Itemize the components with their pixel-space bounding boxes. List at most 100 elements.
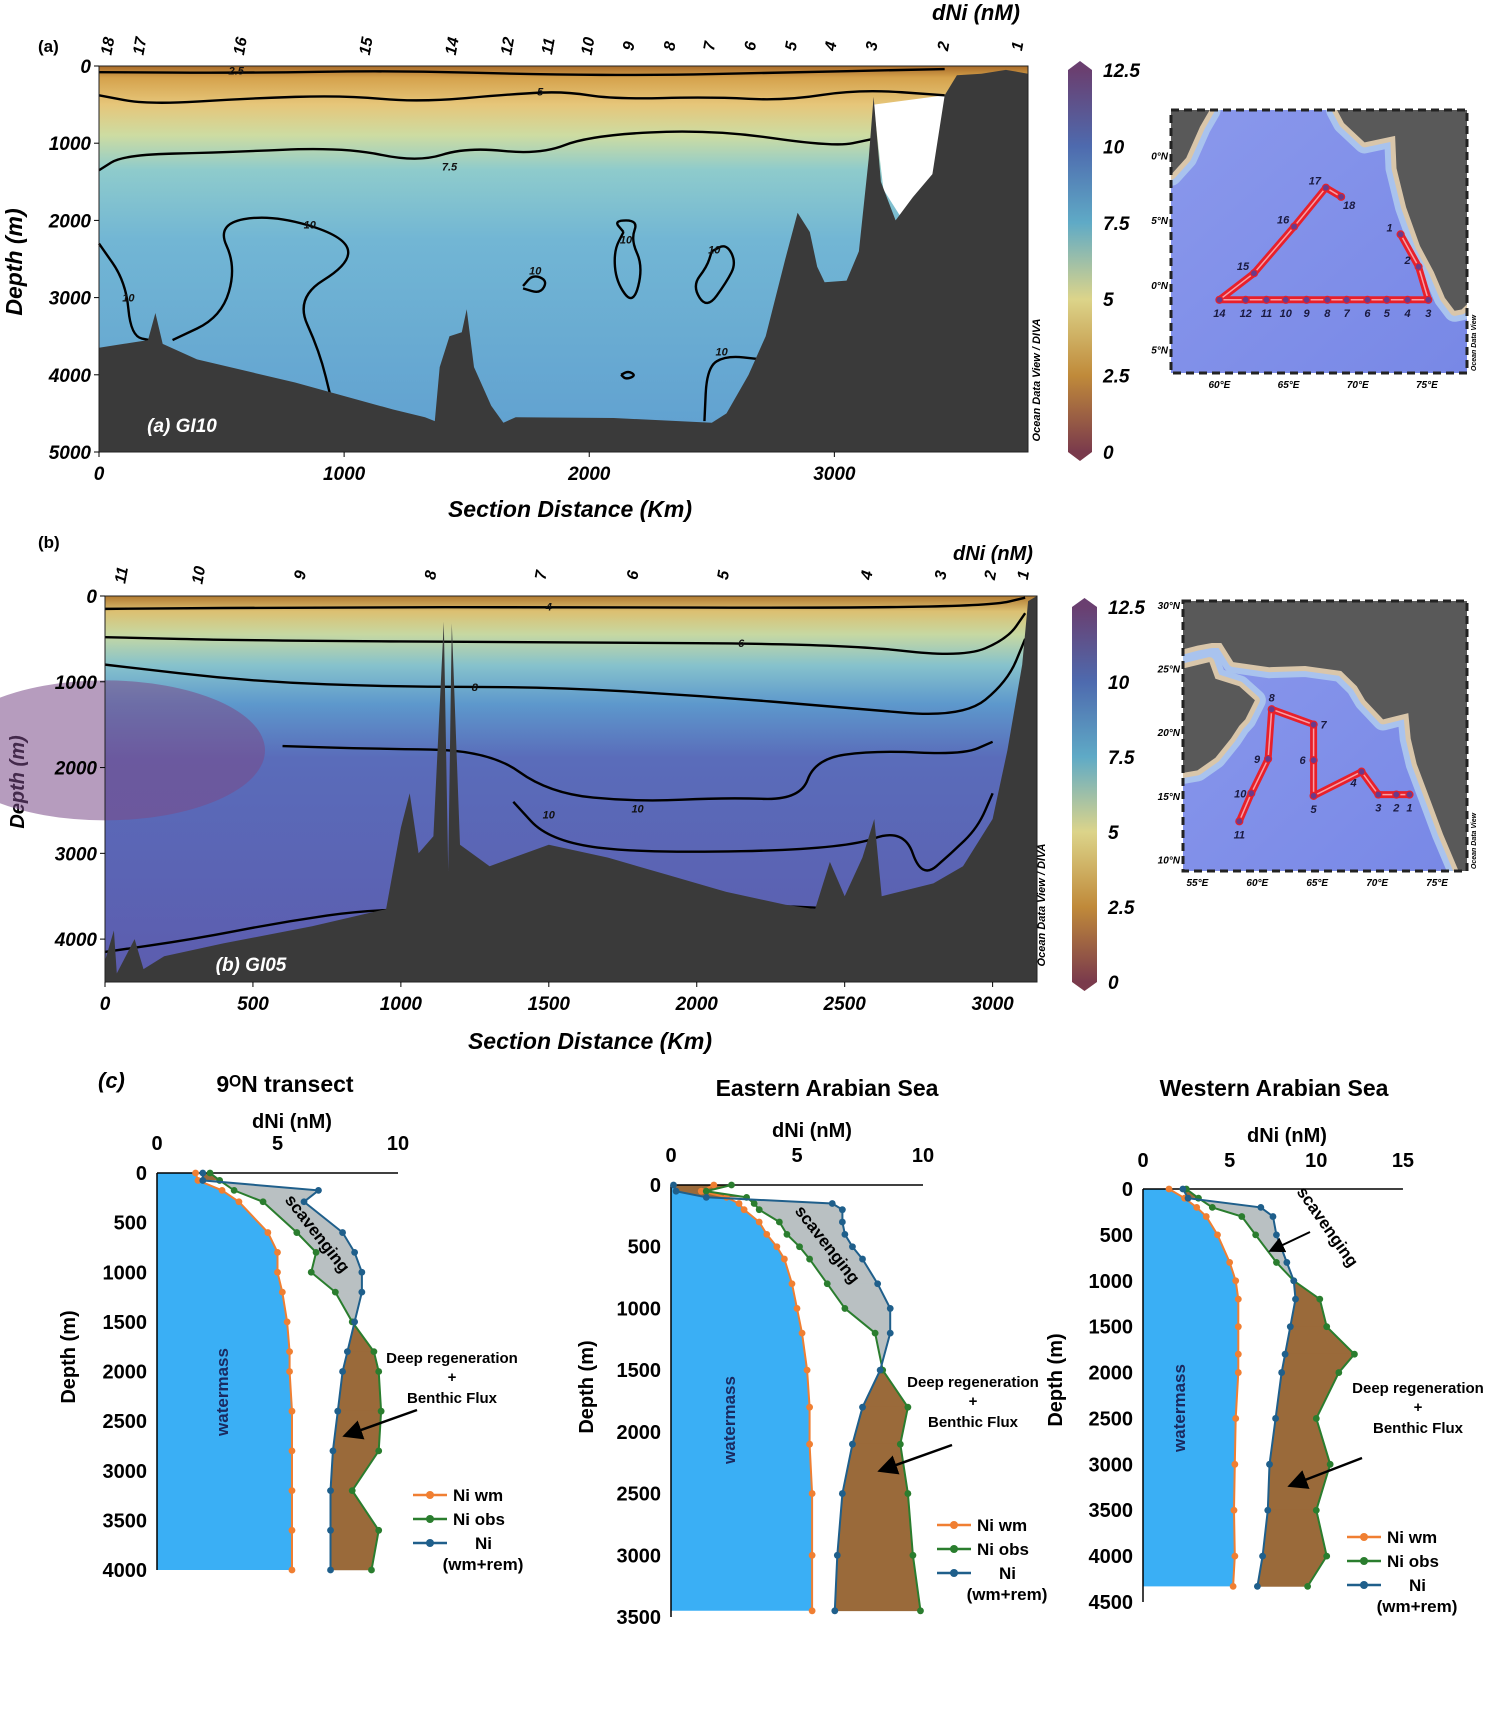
- station-label: 1: [1009, 40, 1027, 52]
- y-tick-label: 1500: [103, 1312, 148, 1334]
- contour-line: [98, 130, 872, 172]
- deep-regeneration-fill: [842, 1443, 909, 1494]
- map-station-label: 4: [1349, 778, 1356, 790]
- map-station-label: 1: [1406, 803, 1412, 815]
- y-tick-label: 3500: [103, 1510, 148, 1532]
- contour-line: [282, 740, 994, 802]
- profile-2-title: Eastern Arabian Sea: [716, 1075, 939, 1101]
- arrow-icon: [1287, 1456, 1363, 1489]
- x-tick-label: 0: [665, 1145, 676, 1167]
- map-lon-label: 60°E: [1209, 380, 1231, 391]
- station-label: 7: [701, 39, 719, 52]
- station-label: 16: [231, 36, 251, 57]
- series-line-ni-wm: [1168, 1188, 1240, 1587]
- map-lon-label: 75°E: [1416, 380, 1438, 391]
- data-point: [274, 1249, 281, 1256]
- contour-line: [104, 612, 1027, 655]
- y-tick-label: 2500: [617, 1484, 662, 1506]
- data-point: [230, 1186, 238, 1194]
- watermass-label: watermass: [720, 1376, 739, 1465]
- station-marker: [1342, 295, 1351, 304]
- map-station-label: 6: [1364, 308, 1371, 320]
- x-tick-label: 5: [1224, 1150, 1235, 1172]
- panel-a-xlabel: Section Distance (Km): [448, 496, 692, 522]
- plus-label: +: [1414, 1399, 1423, 1416]
- map-credit: Ocean Data View: [1471, 812, 1478, 869]
- deep-regeneration-fill: [1275, 1372, 1340, 1419]
- legend-marker: [1360, 1557, 1368, 1565]
- y-tick-label: 4000: [1089, 1546, 1134, 1568]
- data-point: [710, 1181, 718, 1189]
- colorbar-tick-label: 5: [1103, 290, 1114, 311]
- section-name-label: (a) GI10: [147, 416, 217, 437]
- contour-line: [98, 67, 945, 77]
- station-label: 3: [863, 40, 881, 52]
- station-label: 2: [935, 40, 953, 53]
- data-point: [1234, 1323, 1242, 1331]
- data-point: [1230, 1506, 1238, 1514]
- scavenging-label: scavenging: [1293, 1183, 1362, 1271]
- y-tick-label: 1000: [55, 673, 98, 694]
- data-point: [808, 1551, 816, 1559]
- y-tick-label: 2000: [48, 211, 92, 232]
- data-point: [1286, 1323, 1294, 1331]
- data-point: [781, 1255, 788, 1263]
- data-point: [740, 1206, 748, 1214]
- station-label: 15: [357, 35, 377, 57]
- data-point: [755, 1206, 763, 1214]
- profile-panel-3: 0 5 10 15 0 500 1000 1500 2000 2500 3000 3500 4000 45…: [1045, 1125, 1484, 1616]
- data-point: [1232, 1415, 1240, 1422]
- map-station-label: 10: [1280, 308, 1293, 320]
- contour-label: 7.5: [442, 161, 458, 173]
- data-point: [264, 1229, 272, 1236]
- x-tick-label: 10: [1305, 1150, 1327, 1172]
- y-tick-label: 0: [80, 57, 91, 78]
- data-point: [1281, 1350, 1289, 1358]
- data-point: [1323, 1323, 1331, 1331]
- contour-label: 10: [620, 235, 633, 247]
- station-label: 14: [443, 36, 463, 57]
- station-marker: [1424, 295, 1433, 304]
- colorbar-min-arrow: [1072, 982, 1097, 991]
- map-station-label: 4: [1403, 308, 1410, 320]
- legend-label: Ni obs: [1387, 1552, 1439, 1571]
- y-tick-label: 1000: [617, 1298, 662, 1320]
- colorbar: 12.5 10 7.5 5 2.5 0: [1072, 598, 1145, 994]
- map-lon-label: 65°E: [1306, 878, 1328, 889]
- data-point: [828, 1200, 836, 1207]
- y-tick-label: 2500: [103, 1411, 148, 1433]
- station-marker: [1403, 295, 1412, 304]
- map-lat-label: 10°N: [1158, 856, 1181, 867]
- profile-panel-2: 0 5 10 0 500 1000 1500 2000 2500 3000 3500 dNi (nM)…: [576, 1120, 1047, 1629]
- data-point: [859, 1255, 866, 1263]
- panel-b-xlabel: Section Distance (Km): [468, 1028, 712, 1054]
- data-point: [286, 1348, 293, 1356]
- y-tick-label: 3000: [1089, 1454, 1134, 1476]
- x-tick-label: 2000: [675, 994, 719, 1015]
- x-tick-label: 3000: [971, 994, 1014, 1015]
- data-point: [1252, 1231, 1260, 1239]
- series-line-ni-wm: [194, 1172, 293, 1570]
- data-point: [218, 1186, 226, 1194]
- station-marker: [1337, 192, 1346, 201]
- panel-a-ylabel: Depth (m): [1, 208, 27, 315]
- station-label: 9: [292, 569, 310, 581]
- data-point: [1290, 1277, 1298, 1285]
- data-point: [672, 1187, 680, 1195]
- profile-3-title: Western Arabian Sea: [1160, 1075, 1389, 1101]
- data-point: [788, 1280, 796, 1288]
- data-point: [327, 1526, 334, 1534]
- data-point: [871, 1329, 879, 1337]
- series-line-ni-rem: [1182, 1188, 1297, 1587]
- profile-1-title: 9ᴼN transect: [216, 1071, 354, 1097]
- data-point: [293, 1229, 301, 1236]
- colorbar-tick-label: 10: [1103, 137, 1125, 158]
- map-lat-label: 5°N: [1151, 216, 1169, 227]
- data-point: [833, 1551, 841, 1559]
- scavenging-fill: [844, 1308, 891, 1334]
- contour-label: 4: [545, 602, 552, 614]
- data-point: [1257, 1203, 1265, 1211]
- map-lon-label: 70°E: [1366, 878, 1388, 889]
- data-point: [798, 1329, 806, 1337]
